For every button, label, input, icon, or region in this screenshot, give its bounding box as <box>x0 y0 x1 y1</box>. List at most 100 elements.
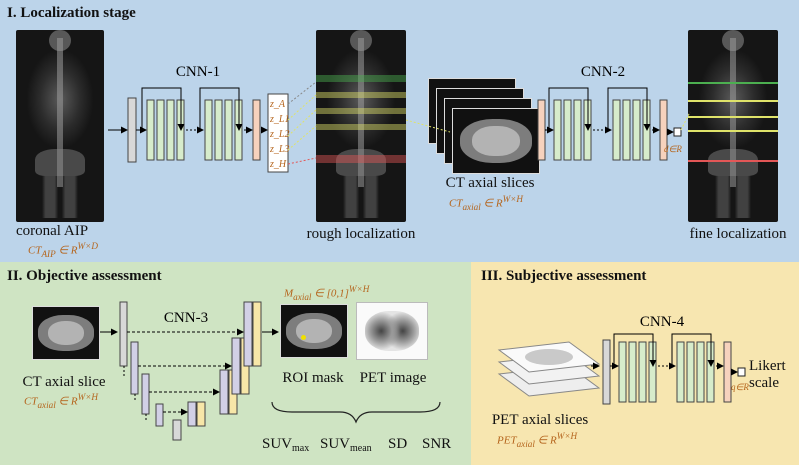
subjective-network: CNN-4 q∈R <box>497 314 749 405</box>
ct-axial-slices-math: CTaxial ∈ RW×H <box>449 194 524 212</box>
cnn1-layer-fc <box>252 99 261 161</box>
panel-subjective: III. Subjective assessment CNN-4 <box>471 262 799 465</box>
cnn4-block2-layer-2 <box>686 341 695 403</box>
panel-localization: I. Localization stage coronal AIP CTAIP … <box>0 0 799 262</box>
cnn2-block1-layer-1 <box>553 99 562 161</box>
cnn3-dec-2 <box>231 337 241 395</box>
output-z-l1: z_L1 <box>269 114 289 125</box>
rough-band-yellow-1 <box>316 92 406 98</box>
rough-dash-3 <box>287 109 317 137</box>
cnn4-block2-layer-1 <box>676 341 685 403</box>
panel-objective-title: II. Objective assessment <box>7 268 162 284</box>
cnn1-block1-layer-3 <box>166 99 175 161</box>
cnn2-skip-2 <box>607 87 651 131</box>
cnn2-layer-input <box>537 99 546 161</box>
cnn1-block2-layer-1 <box>204 99 213 161</box>
metrics-brace <box>271 401 441 424</box>
cnn3-label: CNN-3 <box>164 310 208 326</box>
cnn1-block1-layer-1 <box>146 99 155 161</box>
cnn4-output-box <box>737 367 746 377</box>
cnn1-skip-1 <box>141 87 185 131</box>
fine-localization-label: fine localization <box>689 226 787 242</box>
cnn2-output-box <box>673 127 682 137</box>
rough-localization-label: rough localization <box>306 226 416 242</box>
cnn1-block2-layer-3 <box>224 99 233 161</box>
fine-dash <box>680 111 691 131</box>
cnn4-block2-layer-3 <box>696 341 705 403</box>
metric-snr: SNR <box>422 436 451 452</box>
objective-ct-slice <box>32 306 100 360</box>
rough-to-slices <box>405 119 451 133</box>
objective-ct-label: CT axial slice <box>22 374 106 390</box>
likert-label: Likert scale <box>749 358 786 391</box>
rough-localization-image <box>316 30 406 222</box>
output-z-l3: z_L3 <box>269 144 289 155</box>
cnn2-block2-layer-3 <box>632 99 641 161</box>
fine-line-green <box>688 82 778 84</box>
output-z-l2: z_L2 <box>269 129 289 140</box>
metric-suvmean: SUVmean <box>320 436 372 454</box>
ct-axial-slices-label: CT axial slices <box>445 175 535 191</box>
ct-slice-front <box>452 108 540 174</box>
cnn1-layer-input <box>127 97 137 163</box>
cnn4-block1-layer-2 <box>628 341 637 403</box>
cnn4-layer-fc <box>723 341 732 403</box>
cnn3-dec-4b <box>196 401 206 427</box>
objective-network: CNN-3 <box>100 301 451 454</box>
rough-band-green <box>316 75 406 82</box>
cnn1-outputs: z_A z_L1 z_L2 z_L3 z_H <box>269 99 289 170</box>
panel-objective: II. Objective assessment CT axial slice … <box>0 262 471 465</box>
coronal-aip-image <box>16 30 104 222</box>
cnn2-block2-layer-2 <box>622 99 631 161</box>
panel-localization-title: I. Localization stage <box>7 5 136 21</box>
roi-mask-label: ROI mask <box>282 370 344 386</box>
metric-suvmax: SUVmax <box>262 436 309 454</box>
cnn3-dec-1 <box>243 301 253 367</box>
coronal-aip-math: CTAIP ∈ RW×D <box>28 241 98 259</box>
cnn3-enc-4 <box>155 403 164 427</box>
fine-line-yellow-3 <box>688 130 778 132</box>
cnn2-block1-layer-2 <box>563 99 572 161</box>
cnn1-block2-layer-2 <box>214 99 223 161</box>
d-label: d∈R <box>664 144 682 154</box>
cnn2-skip-1 <box>548 87 592 131</box>
cnn4-label: CNN-4 <box>640 314 685 330</box>
cnn4-block1-layer-3 <box>638 341 647 403</box>
rough-band-yellow-2 <box>316 108 406 114</box>
objective-ct-math: CTaxial ∈ RW×H <box>24 392 99 410</box>
cnn2-block1-layer-3 <box>573 99 582 161</box>
pet-image-label: PET image <box>359 370 427 386</box>
fine-line-red <box>688 160 778 162</box>
cnn3-dec-1b <box>252 301 262 367</box>
cnn2-block2-layer-1 <box>612 99 621 161</box>
cnn3-enc-1 <box>119 301 128 367</box>
coronal-aip-label: coronal AIP <box>16 223 89 239</box>
cnn2-label: CNN-2 <box>581 64 625 80</box>
cnn4-skip-2 <box>671 333 715 367</box>
pet-slices-math: PETaxial ∈ RW×H <box>497 431 578 449</box>
cnn3-dec-3 <box>219 369 229 415</box>
localization-networks: CNN-1 z_A z_L1 z_L2 z_L3 z_ <box>108 64 691 173</box>
fine-localization-image <box>688 30 778 222</box>
fine-line-yellow-1 <box>688 100 778 102</box>
roi-dot <box>301 335 306 340</box>
mask-math: Maxial ∈ [0,1]W×H <box>284 284 370 302</box>
cnn4-skip-1 <box>613 333 657 367</box>
cnn3-enc-3 <box>141 373 150 415</box>
rough-dash-2 <box>287 94 317 121</box>
cnn3-bottleneck <box>172 419 182 441</box>
rough-band-yellow-3 <box>316 124 406 130</box>
cnn1-label: CNN-1 <box>176 64 220 80</box>
pet-slices-label: PET axial slices <box>491 412 589 428</box>
output-z-h: z_H <box>269 159 287 170</box>
rough-dash-1 <box>287 81 317 105</box>
pet-slice-blob <box>525 349 573 365</box>
cnn1-skip-2 <box>199 87 243 131</box>
fine-line-yellow-2 <box>688 116 778 118</box>
cnn4-layer-input <box>602 339 611 405</box>
cnn1-block1-layer-2 <box>156 99 165 161</box>
cnn3-dec-4 <box>187 401 197 427</box>
output-z-a: z_A <box>269 99 286 110</box>
roi-mask-image <box>280 304 348 358</box>
